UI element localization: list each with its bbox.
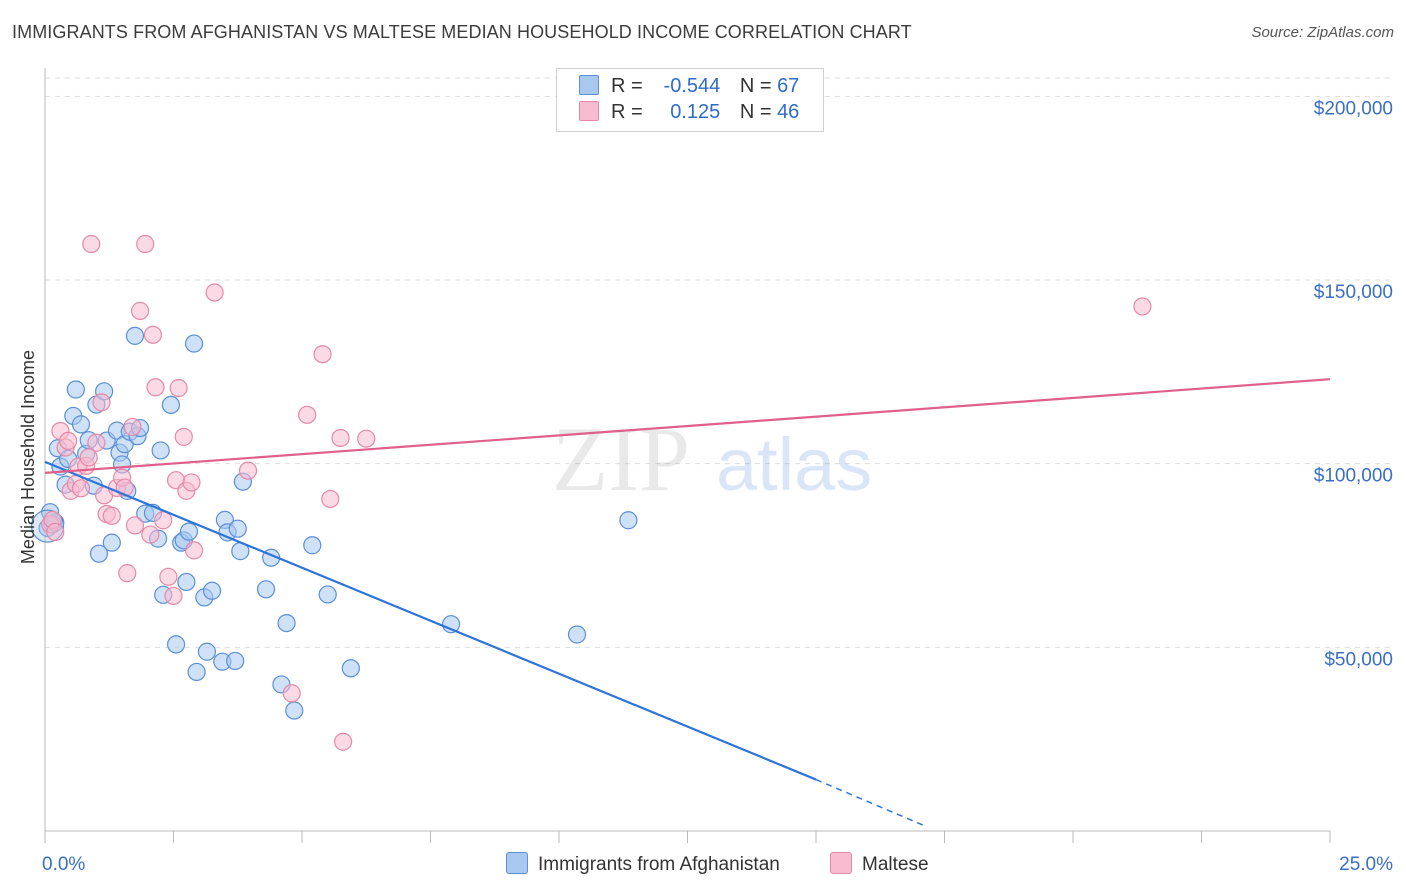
afghanistan-point — [228, 519, 247, 538]
watermark-atlas: atlas — [716, 423, 872, 506]
legend-n-label: N = — [739, 75, 772, 97]
bottom-legend-swatch-maltese — [830, 852, 852, 874]
maltese-point — [46, 522, 65, 542]
legend-row-afghanistan: R = -0.544 N = 67 — [579, 75, 799, 99]
maltese-point — [59, 431, 78, 451]
y-tick-label: $100,000 — [1314, 466, 1393, 487]
legend-r-label: R = — [611, 75, 643, 97]
bottom-legend-label-afghanistan: Immigrants from Afghanistan — [538, 854, 780, 875]
maltese-point — [313, 345, 332, 364]
afghanistan-point — [166, 635, 186, 654]
tick-labels: $50,000 $100,000 $150,000 $200,000 0.0% 25.0% — [42, 98, 1393, 875]
maltese-point — [146, 378, 165, 397]
maltese-point — [334, 732, 353, 751]
legend-r-value: -0.544 — [663, 75, 721, 97]
maltese-point — [125, 516, 145, 535]
maltese-point — [87, 433, 106, 452]
afghanistan-point — [177, 572, 196, 592]
afghanistan-point — [285, 701, 304, 720]
maltese-point — [1133, 297, 1152, 316]
maltese-point — [136, 234, 155, 254]
legend-r-value: 0.125 — [670, 101, 721, 123]
axes — [44, 68, 1331, 843]
afghanistan-point — [619, 511, 638, 530]
maltese-point — [141, 525, 160, 544]
legend-n-label: N = — [739, 101, 772, 123]
afghanistan-point — [277, 613, 296, 633]
afghanistan-point — [226, 651, 245, 671]
correlation-legend: R = -0.544 N = 67 R = 0.125 N = 46 — [556, 68, 824, 132]
afghanistan-point — [66, 380, 85, 399]
y-tick-label: $150,000 — [1314, 282, 1393, 303]
maltese-trend-line — [44, 378, 1331, 474]
maltese-point — [159, 567, 178, 586]
maltese-point — [321, 489, 340, 509]
afghanistan-point — [71, 415, 91, 434]
chart-source: Source: ZipAtlas.com — [1251, 24, 1394, 41]
afghanistan-point — [187, 662, 206, 682]
afghanistan-point — [102, 533, 121, 552]
y-tick-label: $200,000 — [1314, 98, 1393, 119]
maltese-point — [184, 541, 204, 560]
maltese-point — [71, 479, 91, 498]
afghanistan-point — [567, 625, 587, 644]
bottom-legend-maltese: Maltese — [830, 852, 929, 876]
maltese-point — [357, 429, 376, 448]
gridlines — [45, 77, 1395, 648]
bottom-legend-swatch-afghanistan — [506, 852, 528, 874]
bottom-legend-afghanistan: Immigrants from Afghanistan — [506, 852, 780, 876]
afghanistan-point — [318, 585, 337, 604]
trend-lines — [44, 378, 1331, 827]
afghanistan-point — [197, 642, 217, 661]
afghanistan-point — [89, 544, 109, 563]
maltese-point — [298, 405, 317, 424]
maltese-point — [102, 506, 121, 525]
y-axis-title: Median Household Income — [18, 350, 38, 564]
legend-r-label: R = — [611, 101, 643, 123]
afghanistan-trend-extension — [815, 778, 925, 827]
maltese-point — [118, 564, 137, 583]
bottom-legend-label-maltese: Maltese — [862, 854, 929, 875]
maltese-point — [182, 473, 201, 492]
legend-n-value: 46 — [777, 101, 800, 123]
legend-swatch-maltese — [579, 101, 599, 121]
chart-title: IMMIGRANTS FROM AFGHANISTAN VS MALTESE M… — [12, 22, 912, 42]
maltese-point — [154, 511, 173, 530]
afghanistan-point — [179, 522, 199, 541]
legend-n-value: 67 — [777, 75, 800, 97]
maltese-point — [82, 234, 101, 254]
afghanistan-point — [202, 581, 222, 600]
afghanistan-point — [184, 334, 204, 353]
maltese-point — [164, 586, 183, 606]
maltese-point — [130, 301, 150, 320]
maltese-point — [143, 325, 163, 344]
legend-row-maltese: R = 0.125 N = 46 — [579, 101, 799, 125]
maltese-point — [238, 461, 258, 480]
legend-swatch-afghanistan — [579, 75, 599, 95]
maltese-point — [79, 448, 98, 467]
afghanistan-point — [161, 395, 181, 415]
afghanistan-point — [151, 441, 170, 460]
afghanistan-point — [125, 326, 145, 345]
maltese-point — [282, 684, 301, 703]
y-tick-label: $50,000 — [1324, 649, 1393, 670]
maltese-point — [92, 393, 111, 412]
watermark: ZIP atlas — [552, 408, 872, 510]
watermark-zip: ZIP — [552, 408, 690, 510]
maltese-point — [174, 427, 193, 446]
afghanistan-points — [30, 326, 638, 720]
afghanistan-point — [341, 659, 360, 678]
x-tick-label-min: 0.0% — [42, 854, 85, 875]
afghanistan-trend-line — [44, 460, 817, 781]
maltese-points — [41, 234, 1152, 751]
maltese-point — [331, 428, 350, 448]
maltese-point — [169, 378, 188, 398]
afghanistan-point — [256, 580, 276, 599]
maltese-point — [123, 417, 142, 437]
afghanistan-point — [303, 536, 322, 555]
x-tick-label-max: 25.0% — [1339, 854, 1393, 875]
maltese-point — [205, 283, 224, 302]
